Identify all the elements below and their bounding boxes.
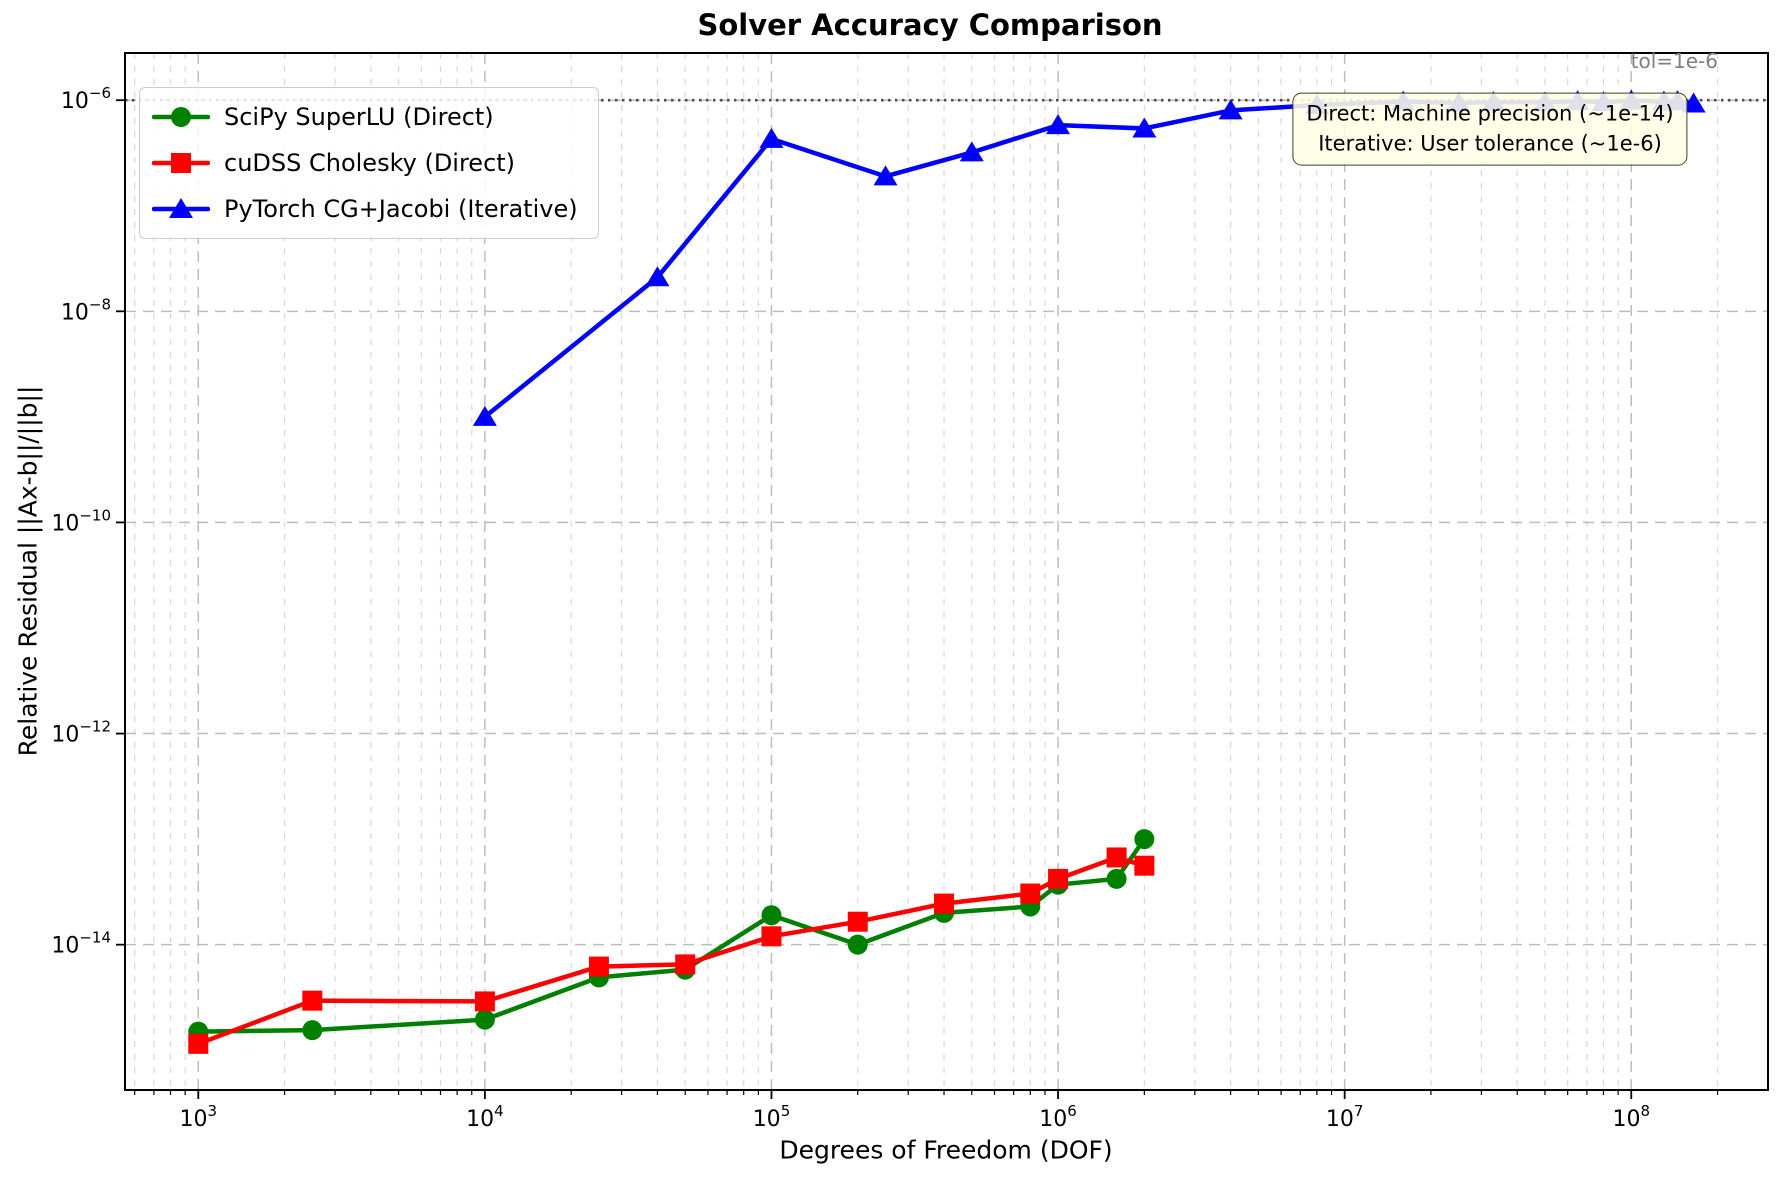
legend-item-scipy-superlu: SciPy SuperLU (Direct): [152, 98, 578, 136]
data-point-square: [1048, 868, 1069, 889]
y-axis-label: Relative Residual ||Ax-b||/||b||: [13, 385, 43, 757]
data-point-square: [761, 926, 782, 947]
legend: SciPy SuperLU (Direct) cuDSS Cholesky (D…: [139, 87, 599, 239]
data-point-triangle: [1046, 114, 1071, 135]
data-point-square: [188, 1033, 209, 1054]
plot-border: [124, 52, 1769, 1091]
annotation-box: Direct: Machine precision (~1e-14) Itera…: [1292, 92, 1688, 166]
data-point-triangle: [472, 405, 497, 426]
line-triangle-marker-swatch: [152, 198, 210, 218]
data-point-triangle: [1681, 92, 1706, 113]
data-point-circle: [1134, 829, 1155, 850]
legend-item-cudss-cholesky: cuDSS Cholesky (Direct): [152, 144, 578, 182]
data-point-square: [1020, 883, 1041, 904]
data-point-square: [934, 893, 955, 914]
data-point-circle: [302, 1020, 323, 1041]
series-line: [196, 855, 1147, 1047]
tick-label: 103: [180, 1102, 218, 1132]
data-point-square: [675, 954, 696, 975]
tick-label: 10−10: [51, 506, 111, 536]
tick-label: 107: [1326, 1102, 1364, 1132]
tick-label: 10−14: [51, 929, 111, 959]
tick-label: 10−6: [61, 84, 111, 114]
line-square-marker-swatch: [152, 153, 210, 173]
data-point-circle: [761, 905, 782, 926]
tick-label: 105: [753, 1102, 791, 1132]
data-point-triangle: [1132, 117, 1157, 138]
data-point-circle: [847, 934, 868, 955]
line-circle-marker-swatch: [152, 107, 210, 127]
data-point-circle: [474, 1009, 495, 1030]
data-point-triangle: [759, 127, 784, 148]
data-point-square: [302, 990, 323, 1011]
data-point-triangle: [1218, 99, 1243, 120]
x-axis-label: Degrees of Freedom (DOF): [779, 1135, 1113, 1165]
legend-label: SciPy SuperLU (Direct): [224, 103, 494, 131]
tick-label: 10−12: [51, 718, 111, 748]
tick-label: 10−8: [61, 295, 111, 325]
tick-label: 104: [466, 1102, 504, 1132]
series-square: [188, 847, 1155, 1054]
data-point-square: [1106, 847, 1127, 868]
data-point-triangle: [873, 165, 898, 186]
chart-title: Solver Accuracy Comparison: [697, 8, 1163, 42]
data-point-square: [474, 991, 495, 1012]
series-circle: [188, 829, 1155, 1042]
data-point-square: [1134, 855, 1155, 876]
annotation-line-iterative: Iterative: User tolerance (~1e-6): [1318, 132, 1662, 156]
legend-item-pytorch-cg: PyTorch CG+Jacobi (Iterative): [152, 190, 578, 228]
tick-label: 108: [1612, 1102, 1650, 1132]
data-point-square: [847, 911, 868, 932]
tick-label: 106: [1039, 1102, 1077, 1132]
legend-label: cuDSS Cholesky (Direct): [224, 149, 516, 177]
legend-label: PyTorch CG+Jacobi (Iterative): [224, 195, 578, 223]
tolerance-label: tol=1e-6: [1630, 49, 1718, 73]
annotation-line-direct: Direct: Machine precision (~1e-14): [1306, 101, 1674, 126]
data-point-triangle: [959, 141, 984, 162]
data-point-circle: [1106, 868, 1127, 889]
data-point-square: [588, 956, 609, 977]
data-point-triangle: [645, 266, 670, 287]
